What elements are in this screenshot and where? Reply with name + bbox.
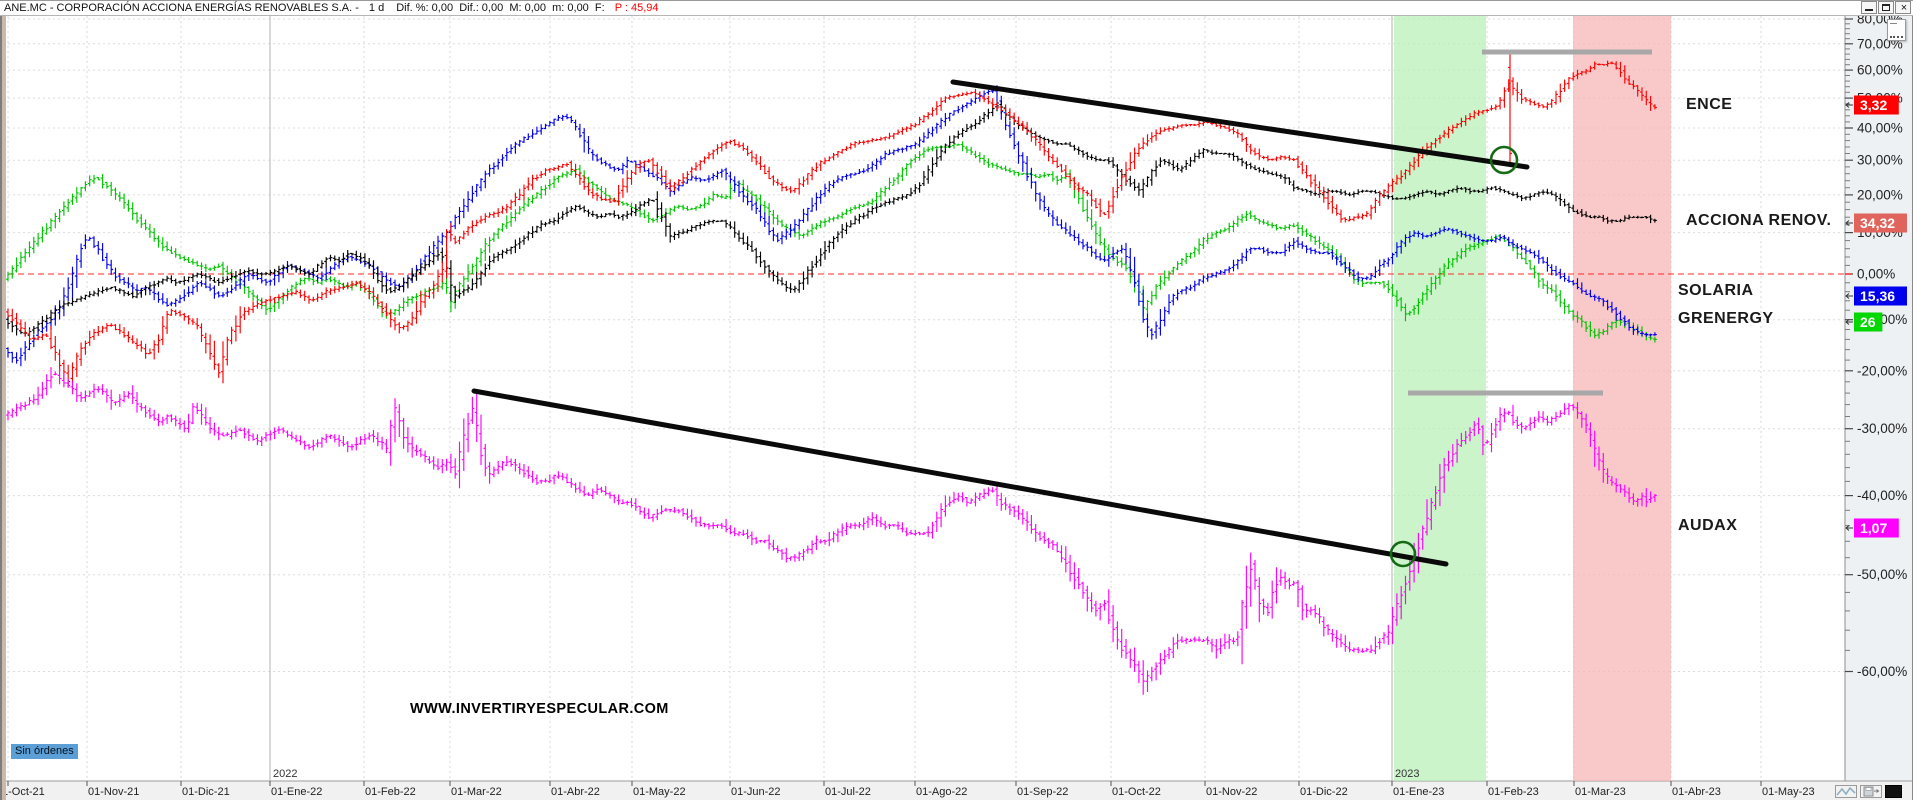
series-label-audax: AUDAX: [1678, 517, 1737, 534]
trendline-1[interactable]: [950, 79, 1530, 170]
x-axis-label: 01-Nov-21: [88, 786, 139, 798]
series-acciona-renov: [6, 100, 1657, 337]
series-audax: [6, 367, 1657, 695]
y-axis-label: -50,00%: [1857, 567, 1907, 582]
x-axis-label: 01-Mar-23: [1575, 786, 1626, 798]
price-axis[interactable]: 80,00%70,00%60,00%50,00%40,00%30,00%20,0…: [1844, 12, 1907, 782]
watermark: WWW.INVERTIRYESPECULAR.COM: [410, 701, 669, 717]
x-axis-label: 01-Jun-22: [731, 786, 781, 798]
x-axis-label: 01-Abr-22: [551, 786, 600, 798]
breakout-circle-1[interactable]: [1489, 145, 1519, 175]
x-axis-label: 01-Ene-23: [1393, 786, 1444, 798]
quote-stats: Dif. %: 0,00 Dif.: 0,00 M: 0,00 m: 0,00 …: [396, 2, 605, 14]
x-axis-label: 01-Nov-22: [1206, 786, 1257, 798]
price-tag-grenergy: [1854, 312, 1883, 332]
svg-text:15,36: 15,36: [1860, 288, 1895, 304]
y-axis-label: -20,00%: [1857, 363, 1907, 378]
series-ence: [6, 54, 1657, 388]
x-axis-label: 01-Feb-23: [1488, 786, 1539, 798]
x-axis-label: 01-Feb-22: [365, 786, 416, 798]
green-highlight-ene23: [1394, 16, 1486, 781]
series-grenergy: [6, 141, 1657, 343]
breakout-circle-2[interactable]: [1389, 540, 1417, 568]
red-highlight-mar23: [1573, 16, 1671, 781]
svg-text:34,32: 34,32: [1860, 215, 1895, 231]
series-group: [6, 54, 1657, 695]
no-orders-badge[interactable]: Sin órdenes: [11, 744, 78, 759]
x-axis-label: 01-Dic-21: [182, 786, 230, 798]
series-label-solaria: SOLARIA: [1678, 282, 1754, 299]
minimize-icon[interactable]: [1861, 1, 1877, 14]
black-square-icon[interactable]: [1885, 785, 1902, 798]
y-axis-label: -40,00%: [1857, 488, 1907, 503]
last-price: P : 45,94: [614, 2, 659, 14]
close-icon[interactable]: ×: [1895, 1, 1911, 14]
price-arrow-ence: [1845, 102, 1853, 108]
y-axis-label: 20,00%: [1857, 187, 1903, 202]
chart-properties-icon[interactable]: [1887, 19, 1906, 41]
x-axis-label: 01-Ago-22: [916, 786, 967, 798]
x-axis-label: 01-May-23: [1762, 786, 1815, 798]
price-arrow-solaria: [1845, 293, 1853, 299]
title-bar: ANE.MC - CORPORACIÓN ACCIONA ENERGÍAS RE…: [0, 0, 1913, 16]
x-axis-label: 1-Oct-21: [2, 786, 45, 798]
series-label-ence: ENCE: [1686, 96, 1732, 113]
x-axis-label: 01-Mar-22: [451, 786, 502, 798]
price-tags: 3,32 34,32 15,36 26 1,07: [1845, 95, 1907, 538]
y-axis-label: -30,00%: [1857, 421, 1907, 436]
drawn-annotations[interactable]: [471, 49, 1652, 568]
time-axis[interactable]: 1-Oct-21 01-Nov-21 01-Dic-21 01-Ene-22 2022 0…: [2, 768, 1815, 798]
x-axis-label: 01-Dic-22: [1300, 786, 1348, 798]
bottom-toolbar: [1835, 785, 1902, 798]
x-axis-label: 01-Sep-22: [1017, 786, 1068, 798]
x-axis-label: 01-Abr-23: [1672, 786, 1721, 798]
y-axis-label: 0,00%: [1857, 267, 1895, 282]
y-axis-label: -60,00%: [1857, 664, 1907, 679]
price-tag-audax: [1854, 518, 1899, 538]
year-label: 2023: [1395, 768, 1419, 780]
save-icon[interactable]: [1860, 785, 1882, 798]
price-arrow-audax: [1845, 525, 1853, 531]
year-label: 2022: [273, 768, 297, 780]
time-axis-panel[interactable]: [0, 781, 1913, 800]
symbol-title: ANE.MC - CORPORACIÓN ACCIONA ENERGÍAS RE…: [4, 2, 359, 14]
timeframe-label: 1 d: [368, 2, 385, 14]
trendline-2[interactable]: [471, 388, 1449, 567]
x-axis-label: 01-Jul-22: [825, 786, 871, 798]
price-tag-solaria: [1854, 286, 1907, 306]
x-axis-label: 01-May-22: [633, 786, 686, 798]
window-controls: ×: [1861, 1, 1911, 14]
x-axis-label: 01-Ene-22: [271, 786, 322, 798]
series-label-acciona-renov: ACCIONA RENOV.: [1686, 212, 1831, 229]
price-arrow-acciona-renov: [1845, 220, 1853, 226]
svg-text:26: 26: [1860, 314, 1876, 330]
zigzag-indicator-icon[interactable]: [1835, 785, 1857, 798]
svg-text:3,32: 3,32: [1860, 97, 1887, 113]
price-tag-ence: [1854, 95, 1899, 115]
svg-text:1,07: 1,07: [1860, 520, 1887, 536]
price-arrow-grenergy: [1845, 319, 1853, 325]
price-tag-acciona-renov: [1854, 213, 1907, 233]
x-axis-label: 01-Oct-22: [1112, 786, 1161, 798]
y-axis-label: 60,00%: [1857, 63, 1903, 78]
series-label-grenergy: GRENERGY: [1678, 310, 1774, 327]
y-axis-label: 40,00%: [1857, 121, 1903, 136]
price-axis-panel[interactable]: [1845, 16, 1913, 781]
series-labels: ENCE ACCIONA RENOV. SOLARIA GRENERGY AUDAX: [1678, 96, 1831, 534]
window-left-border: [0, 16, 6, 800]
maximize-icon[interactable]: [1878, 1, 1894, 14]
y-axis-label: 30,00%: [1857, 153, 1903, 168]
